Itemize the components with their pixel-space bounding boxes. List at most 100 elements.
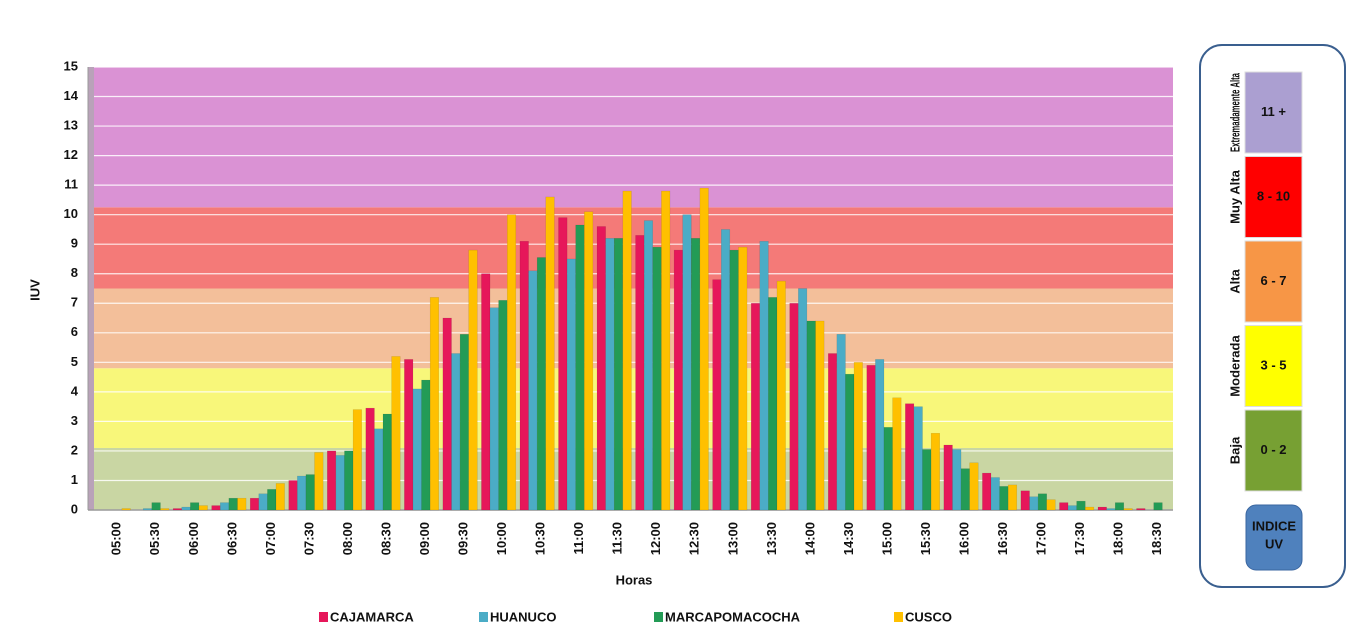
bar: [275, 483, 285, 511]
x-tick-label: 18:00: [1111, 522, 1126, 555]
bar: [922, 449, 932, 511]
bar: [258, 493, 268, 511]
bar: [759, 240, 769, 511]
bar: [237, 497, 247, 511]
bar: [738, 246, 748, 511]
legend-swatch: [319, 612, 328, 622]
bar: [481, 273, 491, 511]
bar: [151, 502, 161, 511]
bar: [267, 489, 277, 511]
x-tick-label: 07:30: [301, 522, 316, 555]
bar: [365, 407, 375, 511]
bar: [558, 217, 568, 511]
bar: [142, 508, 153, 511]
x-tick-label: 17:00: [1034, 522, 1049, 555]
uv-level-name: Alta: [1227, 268, 1242, 293]
bar: [172, 508, 182, 511]
button-label: INDICE: [1252, 518, 1296, 533]
bar: [827, 353, 838, 511]
uv-level-box: [1244, 240, 1303, 323]
indice-uv-button[interactable]: [1245, 504, 1303, 571]
uv-level-box: [1244, 156, 1303, 238]
x-tick-label: 14:30: [841, 522, 856, 555]
bar: [181, 506, 191, 511]
bar: [875, 359, 885, 511]
bar: [305, 474, 315, 511]
bar: [1076, 500, 1086, 511]
uv-level-range: 8 - 10: [1257, 188, 1290, 203]
y-tick-label: 3: [71, 413, 78, 428]
bar: [459, 334, 469, 511]
bar: [845, 373, 855, 511]
bar: [249, 497, 260, 511]
bar: [1085, 506, 1095, 511]
bar: [815, 320, 825, 511]
y-tick-label: 7: [71, 295, 78, 310]
bar: [1007, 484, 1018, 511]
bar: [506, 214, 517, 511]
bar: [451, 353, 461, 511]
bar: [905, 403, 915, 511]
uv-level-range: 3 - 5: [1260, 357, 1286, 372]
x-tick-label: 05:30: [147, 522, 162, 555]
bar: [1067, 505, 1077, 511]
bar: [729, 249, 739, 511]
uv-level-range: 6 - 7: [1260, 273, 1286, 288]
bar: [391, 356, 401, 511]
x-tick-label: 14:00: [802, 522, 817, 555]
bar: [429, 297, 440, 511]
bar: [519, 240, 529, 511]
bar: [528, 270, 538, 511]
x-axis-label: Horas: [616, 572, 653, 587]
bar: [596, 226, 606, 511]
bar: [913, 406, 923, 511]
bar: [930, 432, 940, 511]
bar: [536, 257, 547, 511]
uv-band: [94, 67, 1173, 208]
x-tick-label: 09:00: [417, 522, 432, 555]
x-tick-label: 13:30: [764, 522, 779, 555]
bar: [545, 196, 555, 511]
y-tick-label: 12: [64, 147, 78, 162]
bar: [798, 288, 808, 511]
bar: [468, 249, 478, 511]
bar: [990, 477, 1000, 511]
uv-level-range: 0 - 2: [1260, 442, 1286, 457]
bar: [943, 444, 953, 511]
y-tick-label: 0: [71, 501, 78, 516]
bar: [768, 297, 778, 511]
x-tick-label: 08:30: [378, 522, 393, 555]
bar: [1123, 508, 1133, 511]
y-tick-label: 2: [71, 442, 78, 457]
bar: [382, 413, 392, 511]
bar: [982, 472, 992, 511]
bar: [750, 303, 761, 511]
y-tick-label: 5: [71, 354, 78, 369]
x-tick-label: 16:00: [956, 522, 971, 555]
x-tick-label: 18:30: [1149, 522, 1164, 555]
y-tick-label: 4: [71, 383, 79, 398]
x-tick-label: 10:00: [494, 522, 509, 555]
legend-swatch: [654, 612, 663, 622]
bar: [198, 505, 208, 511]
bar: [314, 452, 324, 511]
bar: [1037, 493, 1047, 511]
x-tick-label: 13:00: [725, 522, 740, 555]
x-tick-label: 11:00: [571, 522, 586, 555]
uv-band: [94, 368, 1173, 448]
uv-band: [94, 288, 1173, 369]
bar: [622, 190, 632, 511]
legend-swatch: [894, 612, 903, 622]
bar: [866, 365, 876, 511]
x-tick-label: 08:00: [340, 522, 355, 555]
uv-level-range: 11 +: [1261, 104, 1286, 119]
bar: [883, 427, 893, 511]
x-tick-label: 15:00: [879, 522, 894, 555]
x-tick-label: 05:00: [109, 522, 124, 555]
y-tick-label: 15: [64, 58, 78, 73]
bar: [1114, 502, 1125, 511]
bar: [190, 502, 200, 511]
bar: [699, 187, 709, 511]
y-tick-label: 9: [71, 236, 78, 251]
